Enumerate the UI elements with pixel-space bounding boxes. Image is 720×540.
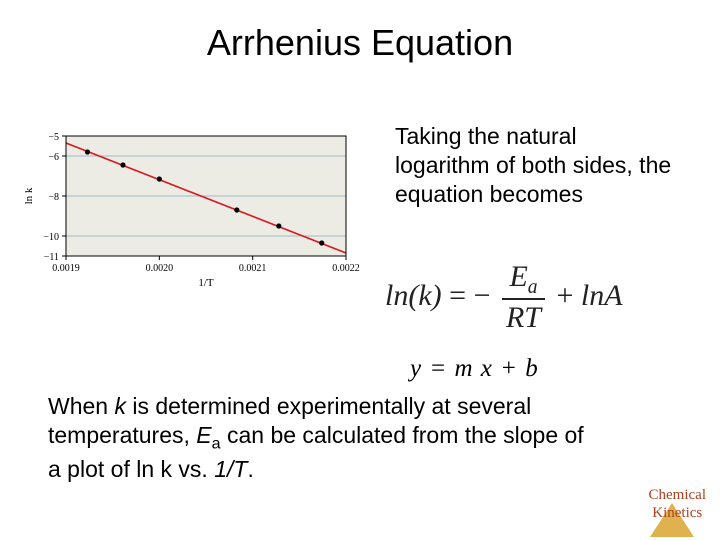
bp-1overT: 1/T [214,456,247,482]
eq-fraction: EaRT [502,260,545,336]
eq-plus: + [549,279,581,312]
arrhenius-plot: −11 −10 −8 −6 −5 0.0019 0.0020 0.0021 0.0022 ln k… [20,130,365,290]
explanation-text: Taking the natural logarithm of both sid… [395,122,675,208]
bp-a: a [212,435,221,453]
svg-text:ln k: ln k [23,187,35,204]
svg-text:0.0022: 0.0022 [332,263,360,274]
eq-Ea: E [509,260,527,293]
svg-text:−10: −10 [43,232,59,243]
bp-k: k [114,393,126,419]
svg-text:0.0021: 0.0021 [239,263,267,274]
eq-equals: = [442,279,474,312]
footer-line2: Kinetics [652,505,702,521]
svg-text:1/T: 1/T [198,277,214,289]
footer-line1: Chemical [649,487,706,503]
linear-equation: y = m x + b [410,355,539,383]
svg-text:−11: −11 [44,252,59,263]
bp-5: . [247,456,253,482]
svg-text:0.0020: 0.0020 [146,263,174,274]
svg-text:0.0019: 0.0019 [52,263,80,274]
eq-lnA: lnA [581,279,623,312]
page-title: Arrhenius Equation [0,0,720,74]
bottom-paragraph: When k is determined experimentally at s… [48,392,588,484]
eq-Ea-sub: a [528,277,538,298]
bp-4: vs. [172,456,214,482]
svg-text:−6: −6 [48,152,59,163]
eq-RT: RT [502,300,545,336]
bp-lnk: ln k [136,456,172,482]
svg-text:−8: −8 [48,192,59,203]
eq-minus: − [474,279,498,312]
bp-E: E [196,422,211,448]
linearized-arrhenius-equation: ln(k) = − EaRT + lnA [385,260,623,336]
svg-text:−5: −5 [48,132,59,143]
eq-lnk: ln(k) [385,279,442,312]
footer-label: Chemical Kinetics [649,486,706,522]
bp-1: When [48,393,114,419]
